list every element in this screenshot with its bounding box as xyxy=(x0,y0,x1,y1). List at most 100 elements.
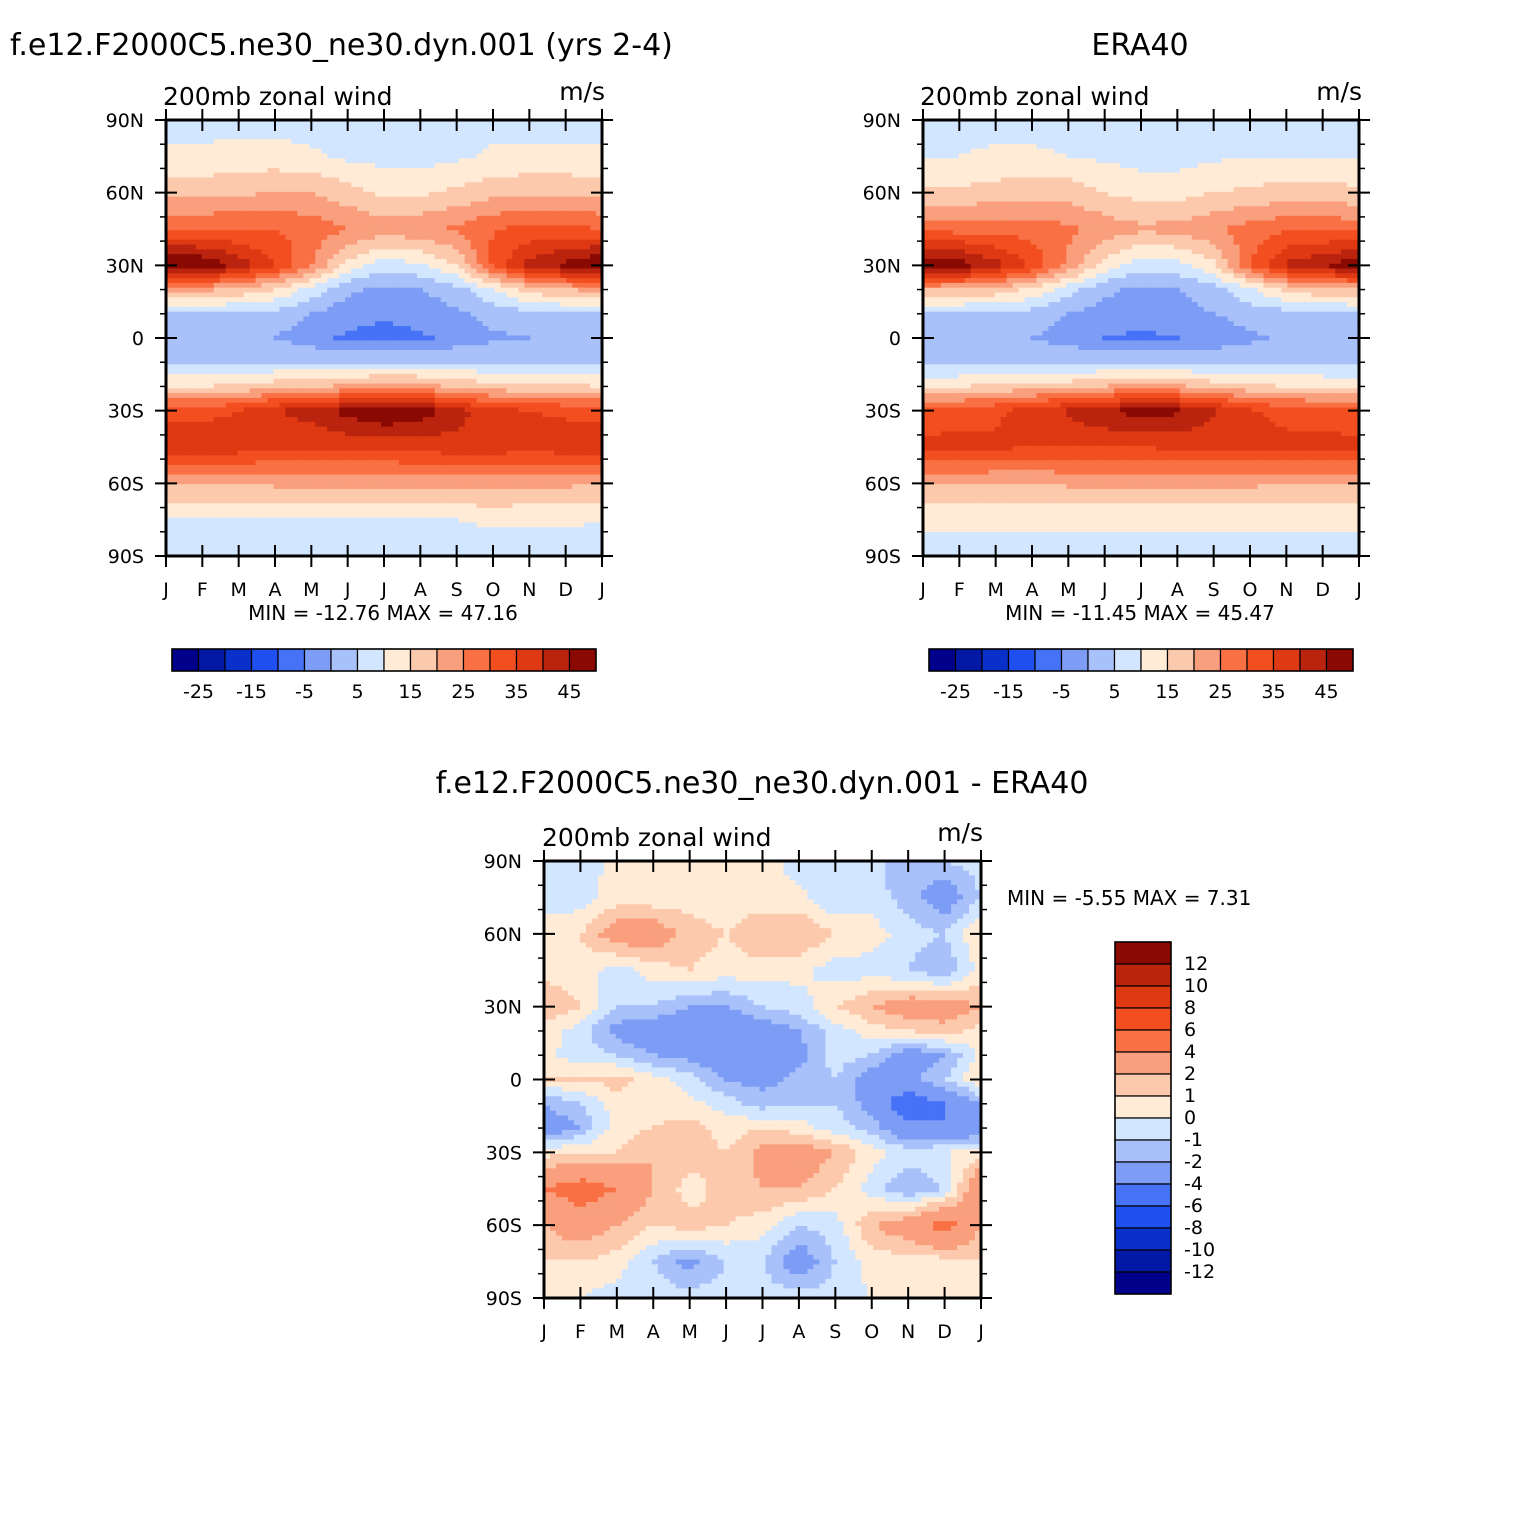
contour-cell xyxy=(435,283,442,288)
contour-cell xyxy=(274,259,281,264)
contour-cell xyxy=(375,288,382,293)
contour-cell xyxy=(566,158,573,163)
contour-cell xyxy=(387,278,394,283)
contour-cell xyxy=(393,259,400,264)
contour-cell xyxy=(548,154,555,159)
contour-cell xyxy=(417,278,424,283)
contour-cell xyxy=(435,331,442,336)
contour-cell xyxy=(578,364,585,369)
contour-cell xyxy=(297,230,304,235)
contour-cell xyxy=(530,259,537,264)
contour-cell xyxy=(483,345,490,350)
contour-cell xyxy=(214,441,221,446)
contour-cell xyxy=(285,307,292,312)
contour-cell xyxy=(554,431,561,436)
contour-cell xyxy=(214,297,221,302)
contour-cell xyxy=(369,360,376,365)
contour-cell xyxy=(345,197,352,202)
contour-cell xyxy=(584,431,591,436)
contour-cell xyxy=(339,149,346,154)
contour-cell xyxy=(536,125,543,130)
contour-cell xyxy=(196,355,203,360)
contour-cell xyxy=(387,225,394,230)
contour-cell xyxy=(381,288,388,293)
contour-cell xyxy=(351,240,358,245)
contour-cell xyxy=(554,149,561,154)
contour-cell xyxy=(333,369,340,374)
contour-cell xyxy=(351,292,358,297)
contour-cell xyxy=(459,264,466,269)
contour-cell xyxy=(417,436,424,441)
contour-cell xyxy=(226,360,233,365)
contour-cell xyxy=(500,403,507,408)
contour-cell xyxy=(506,374,513,379)
contour-cell xyxy=(327,355,334,360)
contour-cell xyxy=(232,273,239,278)
contour-cell xyxy=(530,384,537,389)
contour-cell xyxy=(524,235,531,240)
contour-cell xyxy=(453,417,460,422)
contour-cell xyxy=(500,211,507,216)
contour-cell xyxy=(536,427,543,432)
contour-cell xyxy=(405,197,412,202)
contour-cell xyxy=(512,302,519,307)
contour-cell xyxy=(309,379,316,384)
contour-cell xyxy=(351,326,358,331)
contour-cell xyxy=(321,283,328,288)
contour-cell xyxy=(506,403,513,408)
contour-cell xyxy=(584,403,591,408)
contour-cell xyxy=(220,144,227,149)
contour-cell xyxy=(226,355,233,360)
contour-cell xyxy=(196,187,203,192)
contour-cell xyxy=(500,398,507,403)
contour-cell xyxy=(345,360,352,365)
contour-cell xyxy=(208,278,215,283)
contour-cell xyxy=(178,340,185,345)
contour-cell xyxy=(506,350,513,355)
contour-cell xyxy=(369,197,376,202)
contour-cell xyxy=(399,225,406,230)
contour-cell xyxy=(232,259,239,264)
contour-cell xyxy=(381,177,388,182)
contour-cell xyxy=(560,436,567,441)
contour-cell xyxy=(417,273,424,278)
contour-cell xyxy=(274,369,281,374)
contour-cell xyxy=(399,235,406,240)
contour-cell xyxy=(357,297,364,302)
contour-cell xyxy=(172,384,179,389)
contour-cell xyxy=(351,264,358,269)
contour-cell xyxy=(190,254,197,259)
contour-cell xyxy=(375,436,382,441)
contour-cell xyxy=(483,340,490,345)
contour-cell xyxy=(363,407,370,412)
contour-cell xyxy=(512,235,519,240)
contour-cell xyxy=(512,336,519,341)
contour-cell xyxy=(363,197,370,202)
contour-cell xyxy=(578,158,585,163)
contour-cell xyxy=(411,360,418,365)
contour-cell xyxy=(327,436,334,441)
contour-cell xyxy=(536,163,543,168)
contour-cell xyxy=(411,326,418,331)
contour-cell xyxy=(536,412,543,417)
contour-cell xyxy=(447,144,454,149)
contour-cell xyxy=(584,211,591,216)
contour-cell xyxy=(578,336,585,341)
contour-cell xyxy=(214,417,221,422)
contour-cell xyxy=(351,345,358,350)
contour-cell xyxy=(238,273,245,278)
contour-cell xyxy=(274,302,281,307)
contour-cell xyxy=(536,345,543,350)
contour-cell xyxy=(339,211,346,216)
contour-cell xyxy=(387,288,394,293)
contour-cell xyxy=(399,412,406,417)
contour-cell xyxy=(536,192,543,197)
contour-cell xyxy=(220,259,227,264)
contour-cell xyxy=(465,259,472,264)
contour-cell xyxy=(268,292,275,297)
contour-cell xyxy=(483,182,490,187)
contour-cell xyxy=(524,388,531,393)
contour-cell xyxy=(256,292,263,297)
contour-cell xyxy=(542,245,549,250)
contour-cell xyxy=(590,249,597,254)
